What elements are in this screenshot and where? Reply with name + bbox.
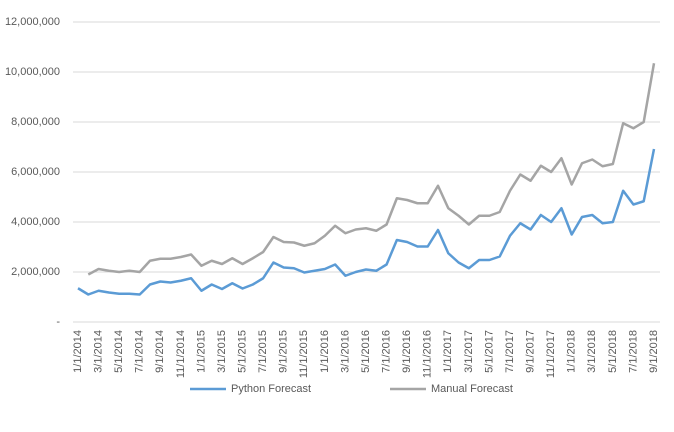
x-tick-label: 7/1/2014 <box>134 330 146 373</box>
x-tick-label: 1/1/2017 <box>442 330 454 373</box>
x-tick-label: 7/1/2017 <box>504 330 516 373</box>
x-tick-label: 5/1/2014 <box>113 330 125 373</box>
x-tick-label: 11/1/2015 <box>298 330 310 378</box>
x-tick-label: 3/1/2014 <box>92 330 104 373</box>
x-tick-label: 1/1/2014 <box>72 330 84 373</box>
x-tick-label: 11/1/2017 <box>545 330 557 378</box>
x-tick-label: 7/1/2016 <box>380 330 392 373</box>
y-tick-label: 6,000,000 <box>11 166 60 178</box>
y-tick-label: 10,000,000 <box>5 66 60 78</box>
x-tick-label: 9/1/2015 <box>278 330 290 373</box>
series-line <box>87 63 656 276</box>
x-tick-label: 9/1/2018 <box>648 330 660 373</box>
x-tick-label: 5/1/2015 <box>236 330 248 373</box>
x-tick-label: 1/1/2015 <box>195 330 207 373</box>
x-tick-label: 9/1/2016 <box>401 330 413 373</box>
x-tick-label: 1/1/2018 <box>566 330 578 373</box>
x-tick-label: 11/1/2016 <box>422 330 434 378</box>
x-tick-label: 5/1/2016 <box>360 330 372 373</box>
legend-label: Manual Forecast <box>431 383 513 395</box>
x-tick-label: 5/1/2018 <box>607 330 619 373</box>
y-tick-label: - <box>56 316 60 328</box>
x-tick-label: 3/1/2016 <box>339 330 351 373</box>
x-tick-label: 5/1/2017 <box>483 330 495 373</box>
x-tick-label: 1/1/2016 <box>319 330 331 373</box>
series-line <box>77 148 656 296</box>
y-tick-label: 4,000,000 <box>11 216 60 228</box>
x-tick-label: 3/1/2018 <box>586 330 598 373</box>
x-tick-label: 3/1/2017 <box>463 330 475 373</box>
x-tick-label: 9/1/2017 <box>524 330 536 373</box>
x-tick-label: 3/1/2015 <box>216 330 228 373</box>
x-tick-label: 9/1/2014 <box>154 330 166 373</box>
y-tick-label: 2,000,000 <box>11 266 60 278</box>
x-tick-label: 11/1/2014 <box>175 330 187 378</box>
legend-label: Python Forecast <box>231 383 311 395</box>
x-tick-label: 7/1/2015 <box>257 330 269 373</box>
y-tick-label: 12,000,000 <box>5 16 60 28</box>
x-tick-label: 7/1/2018 <box>627 330 639 373</box>
y-tick-label: 8,000,000 <box>11 116 60 128</box>
